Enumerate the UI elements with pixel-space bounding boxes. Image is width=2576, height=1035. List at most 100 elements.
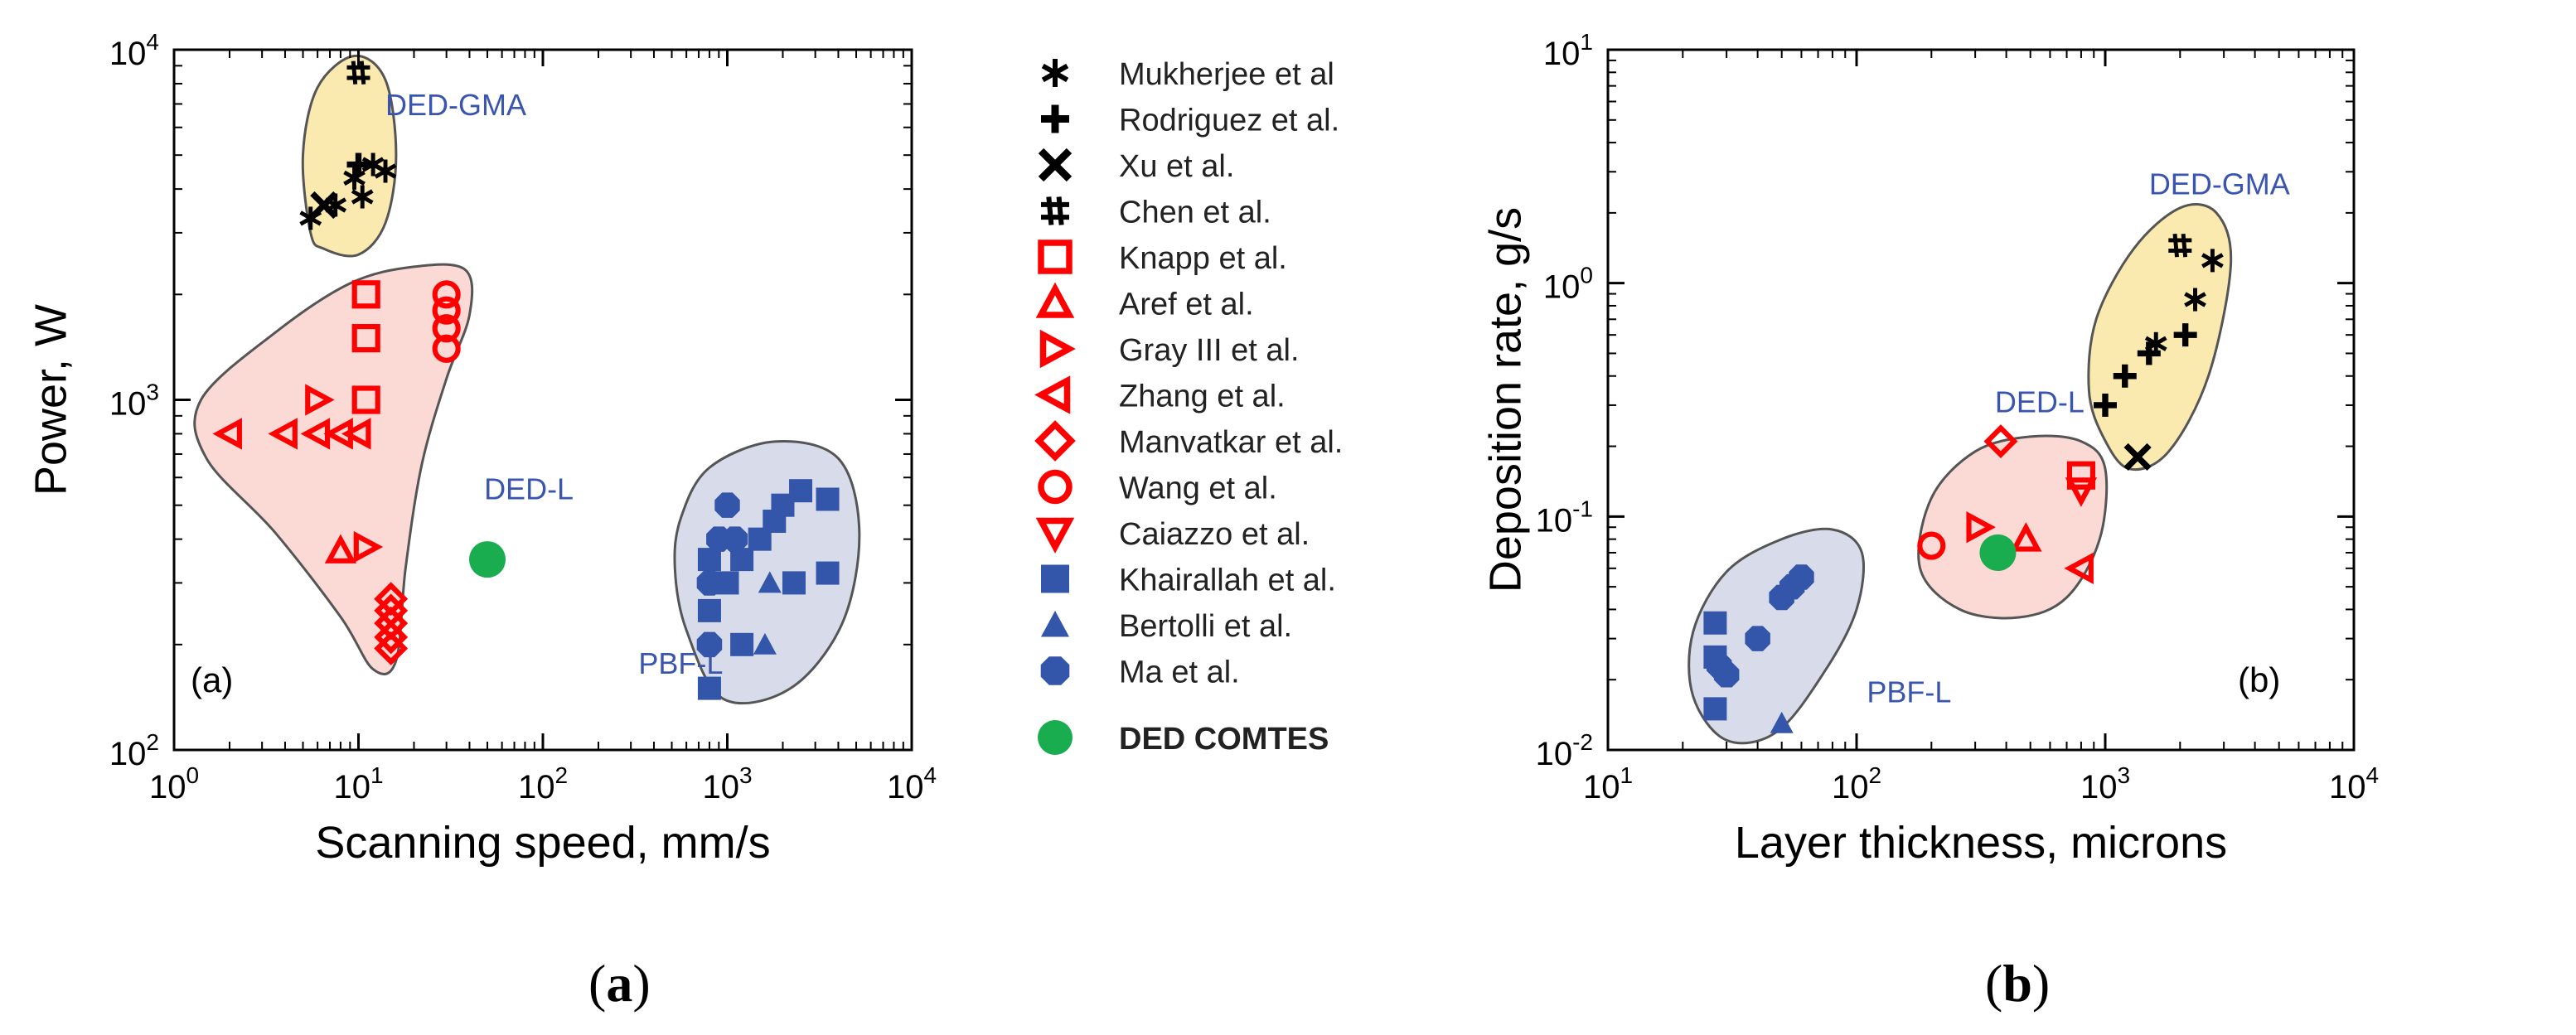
legend-label: Manvatkar et al. (1119, 425, 1343, 460)
legend-item-manvatkar-et-al: Manvatkar et al. (1034, 420, 1343, 462)
region-ded-gma (301, 54, 398, 258)
data-point (1789, 564, 1814, 590)
data-point (730, 632, 754, 656)
data-point (432, 296, 461, 325)
data-point (2094, 393, 2117, 417)
region-label-ded-l: DED-L (484, 472, 574, 505)
series-aref-et-al-b (2010, 522, 2042, 552)
series-mukherjee-et-al-a (299, 152, 397, 230)
ticks-b (1606, 48, 2356, 752)
series-ma-et-al-b (1706, 564, 1814, 688)
data-point (2137, 341, 2161, 365)
data-point (1745, 626, 1770, 651)
data-point (816, 561, 840, 585)
y-tick-label-b: 100 (1543, 263, 1593, 306)
series-ma-et-al-a (696, 492, 748, 658)
caption-b-open: ( (1985, 954, 2003, 1013)
data-point (2123, 443, 2152, 472)
data-point (374, 631, 409, 665)
series-wang-et-al-a (432, 280, 461, 363)
region-pbf-l (1687, 527, 1865, 745)
legend-item-xu-et-al: Xu et al. (1038, 148, 1234, 184)
legend-marker-icon (1040, 656, 1070, 685)
region-ded-gma (2087, 203, 2233, 472)
data-point (1917, 531, 1946, 560)
data-point (697, 676, 721, 700)
series-rodriguez-et-al-b (2094, 323, 2197, 417)
x-tick-label-a: 103 (702, 762, 752, 805)
region-label-ded-l: DED-L (1995, 384, 2085, 418)
panel-label-b: (b) (2238, 660, 2280, 699)
legend-label: Mukherjee et al (1119, 57, 1334, 92)
series-chen-et-al-b (2168, 233, 2192, 258)
series-wang-et-al-b (1917, 531, 1946, 560)
series-ded-comtes-b (1979, 534, 2017, 572)
data-point (2065, 477, 2098, 507)
legend-label: Xu et al. (1119, 149, 1234, 184)
series-khairallah-et-al-a (697, 479, 840, 700)
plot-frame-b (1606, 48, 2356, 752)
legend-marker-icon (1041, 564, 1069, 593)
legend-item-aref-et-al: Aref et al. (1035, 282, 1254, 322)
region-ded-l (193, 263, 474, 675)
series-gray-iii-et-al-b (1966, 511, 1996, 544)
data-point (2113, 364, 2137, 388)
caption-a-open: ( (588, 954, 607, 1013)
data-point (346, 152, 370, 177)
legend-item-mukherjee-et-al: Mukherjee et al (1041, 57, 1334, 92)
series-chen-et-al-a (346, 60, 370, 85)
legend-label: Chen et al. (1119, 196, 1271, 230)
caption-b-letter: b (2002, 954, 2032, 1013)
data-point (351, 280, 380, 309)
data-point (714, 492, 740, 518)
legend-marker-icon (1038, 239, 1073, 274)
legend-label: Knapp et al. (1119, 241, 1287, 276)
x-tick-label-a: 100 (149, 762, 199, 805)
data-point (1703, 611, 1727, 635)
legend-item-wang-et-al: Wang et al. (1038, 469, 1277, 506)
legend-label: DED COMTES (1119, 722, 1329, 757)
data-point (351, 385, 380, 414)
series-manvatkar-et-al-a (374, 582, 409, 665)
series-gray-iii-et-al-a (305, 384, 384, 563)
caption-a-close: ) (632, 954, 651, 1013)
data-point (2168, 233, 2192, 258)
legend-item-gray-iii-et-al: Gray III et al. (1039, 329, 1300, 369)
data-point (2201, 249, 2224, 273)
data-point (432, 280, 461, 309)
data-point (353, 530, 384, 563)
legend-item-caiazzo-et-al: Caiazzo et al. (1035, 517, 1310, 554)
data-point (305, 384, 335, 416)
x-tick-label-b: 103 (2080, 762, 2130, 805)
legend-label: Gray III et al. (1119, 333, 1300, 368)
caption-a-letter: a (606, 954, 633, 1013)
x-tick-label-a: 104 (887, 762, 937, 805)
y-tick-label-b: 10-2 (1536, 729, 1593, 772)
data-point (432, 314, 461, 343)
data-point (1713, 662, 1740, 688)
legend-item-ded-comtes: DED COMTES (1038, 720, 1329, 757)
chart-b: DED-GMA DED-L PBF-L 101 102 103 104 10-2 10-1 100… (1480, 29, 2379, 868)
x-axis-label-a: Scanning speed, mm/s (315, 818, 770, 868)
series-rodriguez-et-al-a (346, 152, 370, 177)
series-xu-et-al-b (2123, 443, 2152, 472)
data-point (351, 185, 374, 209)
data-point (697, 598, 721, 622)
series-knapp-et-al-a (351, 280, 380, 414)
legend-label: Rodriguez et al. (1119, 104, 1339, 138)
legend-item-chen-et-al: Chen et al. (1041, 196, 1271, 230)
data-point (212, 418, 242, 450)
legend-label: Wang et al. (1119, 472, 1277, 506)
series-caiazzo-et-al-b (2065, 477, 2098, 507)
regions-b: DED-GMA DED-L PBF-L (1687, 167, 2290, 745)
data-point (341, 418, 371, 450)
data-point (2066, 461, 2096, 490)
legend-marker-icon (1039, 329, 1076, 369)
legend-label: Bertolli et al. (1119, 609, 1292, 644)
legend-marker-icon (1038, 720, 1073, 755)
data-point (324, 534, 357, 563)
data-point (782, 571, 806, 595)
series-ded-comtes-a (468, 541, 506, 578)
